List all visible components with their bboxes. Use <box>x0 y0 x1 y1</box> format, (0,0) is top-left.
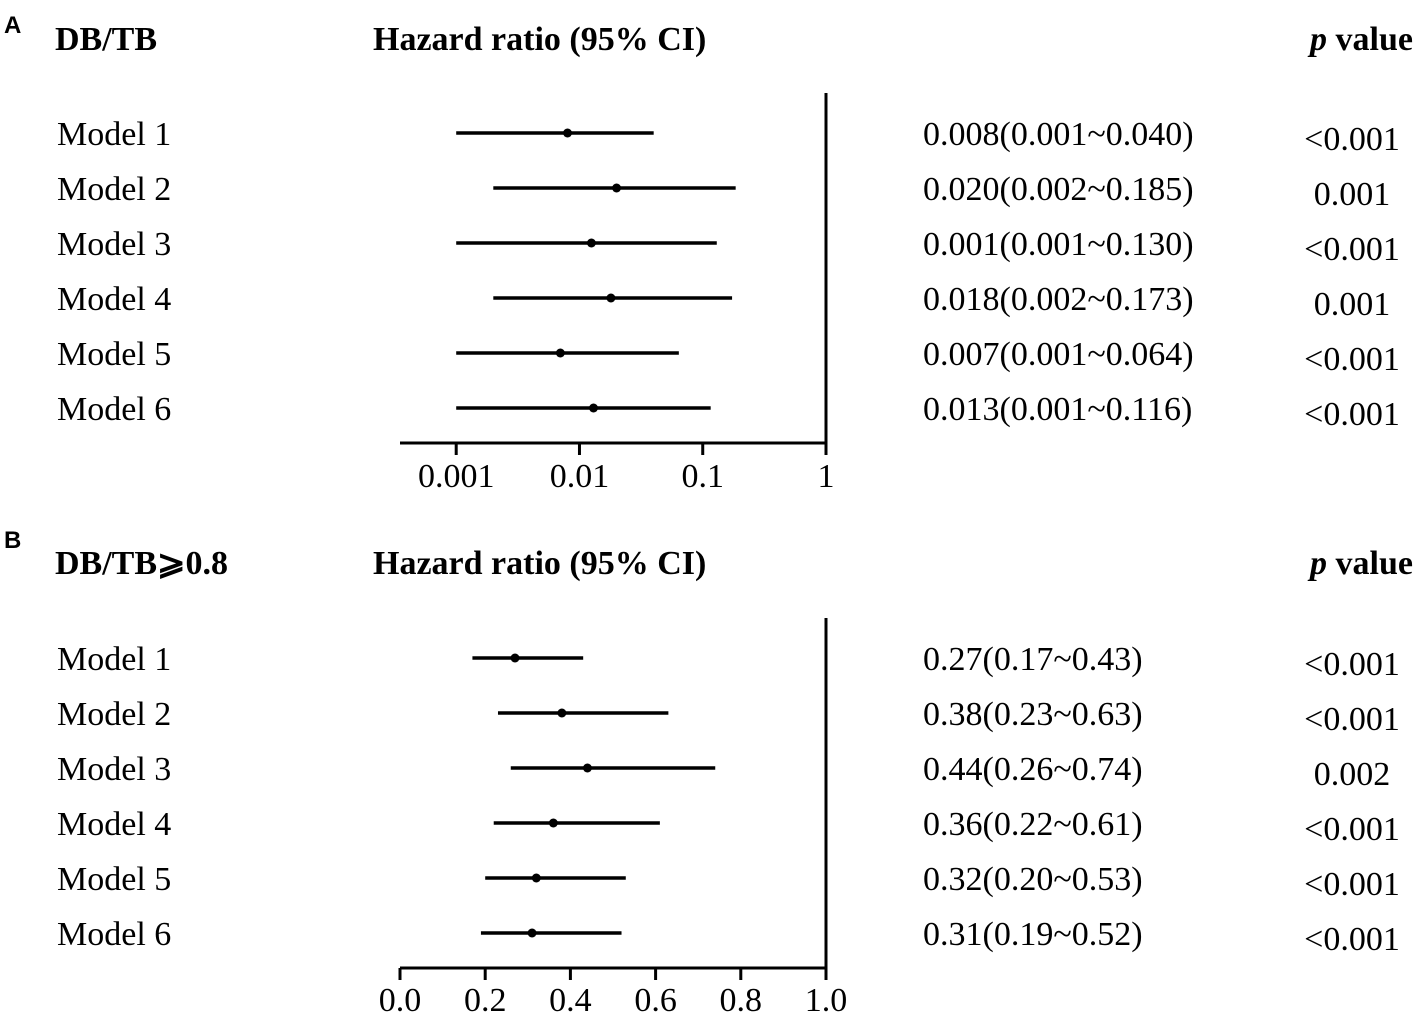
point-estimate <box>606 293 616 303</box>
p-value: 0.001 <box>1314 286 1391 323</box>
hr-ci-value: 0.020(0.002~0.185) <box>923 171 1194 208</box>
x-tick-label: 0.001 <box>418 458 495 495</box>
panel-title: DB/TB <box>55 21 157 58</box>
row-label: Model 3 <box>57 751 171 788</box>
row-label: Model 6 <box>57 916 171 953</box>
x-tick-label: 1.0 <box>805 982 848 1019</box>
row-label: Model 2 <box>57 171 171 208</box>
p-value: <0.001 <box>1304 866 1400 903</box>
p-value: <0.001 <box>1304 121 1400 158</box>
row-label: Model 2 <box>57 696 171 733</box>
p-value: <0.001 <box>1304 921 1400 958</box>
x-tick-label: 1 <box>818 458 835 495</box>
hr-ci-value: 0.001(0.001~0.130) <box>923 226 1194 263</box>
column-header-p-value: p value <box>1307 21 1413 58</box>
column-header-hazard-ratio: Hazard ratio (95% CI) <box>373 21 706 58</box>
p-value: <0.001 <box>1304 701 1400 738</box>
p-value: <0.001 <box>1304 231 1400 268</box>
point-estimate <box>582 763 592 773</box>
hr-ci-value: 0.27(0.17~0.43) <box>923 641 1143 678</box>
row-label: Model 6 <box>57 391 171 428</box>
p-value: <0.001 <box>1304 341 1400 378</box>
p-value: <0.001 <box>1304 396 1400 433</box>
panel-label: B <box>4 527 21 554</box>
p-value: 0.002 <box>1314 756 1391 793</box>
x-tick-label: 0.6 <box>634 982 677 1019</box>
point-estimate <box>589 403 599 413</box>
point-estimate <box>531 873 541 883</box>
point-estimate <box>555 348 565 358</box>
hr-ci-value: 0.32(0.20~0.53) <box>923 861 1143 898</box>
hr-ci-value: 0.31(0.19~0.52) <box>923 916 1143 953</box>
point-estimate <box>557 708 567 718</box>
panel-title: DB/TB⩾0.8 <box>55 545 228 582</box>
row-label: Model 5 <box>57 861 171 898</box>
hr-ci-value: 0.36(0.22~0.61) <box>923 806 1143 843</box>
forest-panel-a: A DB/TB Hazard ratio (95% CI) p value 0.001 0… <box>4 12 1413 495</box>
p-value: 0.001 <box>1314 176 1391 213</box>
row-label: Model 1 <box>57 641 171 678</box>
point-estimate <box>510 653 520 663</box>
x-tick-label: 0.01 <box>550 458 610 495</box>
point-estimate <box>586 238 596 248</box>
x-tick-label: 0.0 <box>379 982 422 1019</box>
p-header-italic: p <box>1307 545 1327 582</box>
hr-ci-value: 0.007(0.001~0.064) <box>923 336 1194 373</box>
hr-ci-value: 0.44(0.26~0.74) <box>923 751 1143 788</box>
column-header-hazard-ratio: Hazard ratio (95% CI) <box>373 545 706 582</box>
hr-ci-value: 0.008(0.001~0.040) <box>923 116 1194 153</box>
column-header-p-value: p value <box>1307 545 1413 582</box>
p-value: <0.001 <box>1304 646 1400 683</box>
x-tick-label: 0.4 <box>549 982 592 1019</box>
hr-ci-value: 0.38(0.23~0.63) <box>923 696 1143 733</box>
hr-ci-value: 0.018(0.002~0.173) <box>923 281 1194 318</box>
panel-label: A <box>4 12 21 39</box>
hr-ci-value: 0.013(0.001~0.116) <box>923 391 1192 428</box>
x-tick-label: 0.2 <box>464 982 507 1019</box>
row-label: Model 3 <box>57 226 171 263</box>
x-tick-label: 0.1 <box>681 458 724 495</box>
p-header-rest: value <box>1327 545 1413 582</box>
p-header-italic: p <box>1307 21 1327 58</box>
point-estimate <box>563 128 573 138</box>
row-label: Model 4 <box>57 806 171 843</box>
p-header-rest: value <box>1327 21 1413 58</box>
row-label: Model 1 <box>57 116 171 153</box>
point-estimate <box>527 928 537 938</box>
p-value: <0.001 <box>1304 811 1400 848</box>
row-label: Model 5 <box>57 336 171 373</box>
row-label: Model 4 <box>57 281 171 318</box>
point-estimate <box>612 183 622 193</box>
forest-panel-b: B DB/TB⩾0.8 Hazard ratio (95% CI) p value 0.… <box>4 527 1413 1019</box>
point-estimate <box>548 818 558 828</box>
x-tick-label: 0.8 <box>720 982 763 1019</box>
